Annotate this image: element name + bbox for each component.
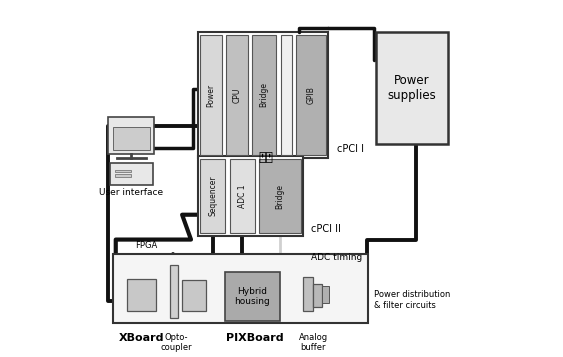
Bar xyxy=(127,278,155,311)
Bar xyxy=(115,170,131,172)
Text: Opto-
coupler: Opto- coupler xyxy=(160,333,192,352)
Text: PIXBoard: PIXBoard xyxy=(226,333,284,343)
Bar xyxy=(259,159,301,233)
Bar xyxy=(200,159,225,233)
Text: 〈〈: 〈〈 xyxy=(258,151,274,164)
Text: Bridge: Bridge xyxy=(260,82,269,107)
Bar xyxy=(110,163,153,185)
Bar xyxy=(376,32,448,144)
Text: Sequencer: Sequencer xyxy=(208,176,217,216)
Text: Power: Power xyxy=(207,84,216,106)
Bar xyxy=(115,174,131,177)
Bar xyxy=(303,277,314,311)
Text: GPIB: GPIB xyxy=(306,86,315,104)
Text: CPU: CPU xyxy=(233,87,242,102)
Text: ADC timing: ADC timing xyxy=(311,253,362,262)
Bar xyxy=(182,280,205,311)
Bar xyxy=(280,35,292,155)
Text: XBoard: XBoard xyxy=(119,333,164,343)
Bar xyxy=(108,117,154,154)
Bar xyxy=(252,35,276,155)
Bar xyxy=(198,156,303,236)
Bar xyxy=(225,272,280,321)
Bar xyxy=(200,35,222,155)
Bar xyxy=(226,35,248,155)
Text: Power distribution
& filter circuits: Power distribution & filter circuits xyxy=(374,290,450,310)
Bar xyxy=(113,127,150,150)
Text: cPCI II: cPCI II xyxy=(311,223,341,233)
Text: Bridge: Bridge xyxy=(275,183,284,208)
Text: Power
supplies: Power supplies xyxy=(387,74,436,102)
Bar xyxy=(322,286,329,303)
Text: cPCI I: cPCI I xyxy=(337,144,364,154)
Bar xyxy=(198,32,328,158)
Bar xyxy=(169,265,177,318)
Bar xyxy=(230,159,254,233)
Bar xyxy=(113,254,368,323)
Bar xyxy=(314,284,322,307)
Bar xyxy=(296,35,325,155)
Text: ADC 1: ADC 1 xyxy=(238,184,247,208)
Text: FPGA: FPGA xyxy=(136,241,158,250)
Text: Analog
buffer: Analog buffer xyxy=(299,333,328,352)
Text: Hybrid
housing: Hybrid housing xyxy=(234,287,270,306)
Text: User interface: User interface xyxy=(99,188,163,197)
